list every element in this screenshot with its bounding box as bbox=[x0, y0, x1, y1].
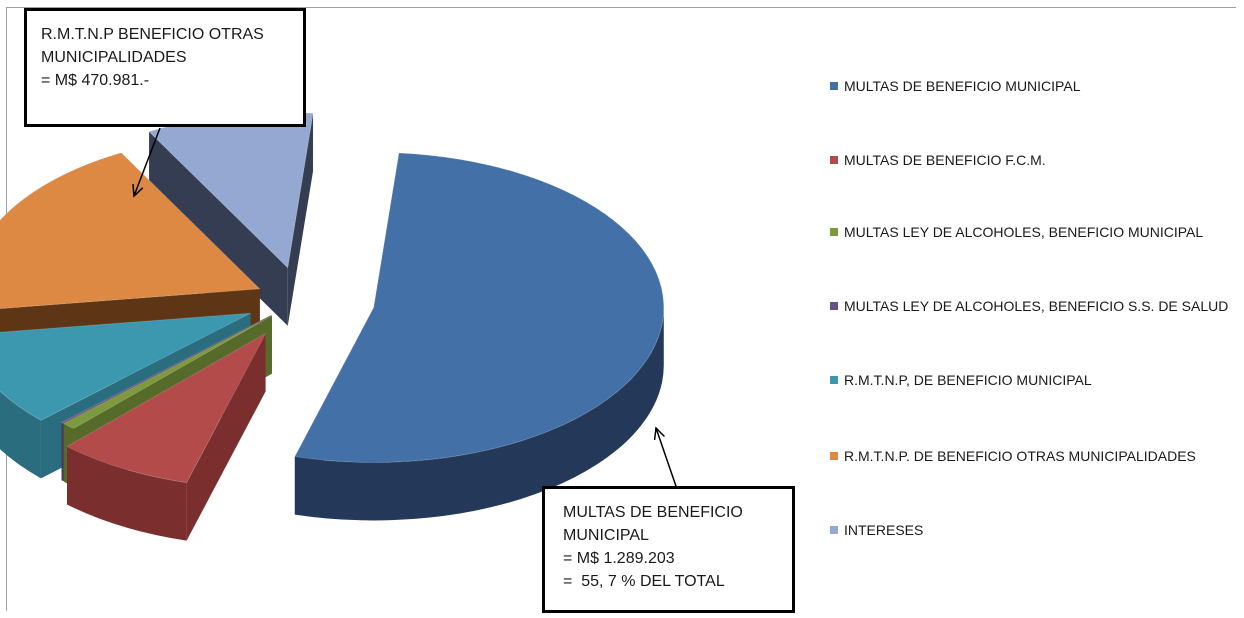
legend-swatch bbox=[830, 156, 838, 164]
legend-label: INTERESES bbox=[844, 522, 924, 538]
pie-slice-top bbox=[0, 312, 251, 421]
pie-slice-top bbox=[62, 315, 273, 430]
callout-top-line1: R.M.T.N.P BENEFICIO OTRAS bbox=[41, 26, 264, 43]
callout-top-arrow bbox=[132, 127, 161, 198]
legend-item-alcoholes-salud: MULTAS LEY DE ALCOHOLES, BENEFICIO S.S. … bbox=[830, 294, 1230, 318]
legend-swatch bbox=[830, 376, 838, 384]
legend-label: MULTAS DE BENEFICIO F.C.M. bbox=[844, 152, 1046, 168]
pie-slice-rim bbox=[0, 391, 41, 479]
pie-slice-top bbox=[0, 152, 261, 310]
pie-slice bbox=[65, 332, 267, 541]
callout-bottom-line2: MUNICIPAL bbox=[563, 527, 649, 544]
legend-item-intereses: INTERESES bbox=[830, 518, 1230, 542]
pie-slice-rim bbox=[61, 422, 63, 482]
pie-slice bbox=[294, 152, 665, 521]
callout-bottom-line1: MULTAS DE BENEFICIO bbox=[563, 504, 743, 521]
legend-label: MULTAS DE BENEFICIO MUNICIPAL bbox=[844, 78, 1081, 94]
legend-swatch bbox=[830, 452, 838, 460]
pie-slice-top bbox=[294, 152, 665, 463]
legend-label: MULTAS LEY DE ALCOHOLES, BENEFICIO S.S. … bbox=[844, 298, 1229, 314]
callout-bottom-line3: = M$ 1.289.203 bbox=[563, 550, 675, 567]
legend-label: R.M.T.N.P. DE BENEFICIO OTRAS MUNICIPALI… bbox=[844, 448, 1196, 464]
legend-label: MULTAS LEY DE ALCOHOLES, BENEFICIO MUNIC… bbox=[844, 224, 1204, 240]
callout-beneficio-municipal: MULTAS DE BENEFICIO MUNICIPAL = M$ 1.289… bbox=[542, 486, 795, 613]
callout-top-line2: MUNICIPALIDADES bbox=[41, 49, 187, 66]
legend-item-rmtnp-otras: R.M.T.N.P. DE BENEFICIO OTRAS MUNICIPALI… bbox=[830, 444, 1230, 468]
pie-slice-wall bbox=[149, 131, 288, 326]
pie-slice-rim bbox=[67, 446, 187, 541]
legend-item-multas-fcm: MULTAS DE BENEFICIO F.C.M. bbox=[830, 148, 1230, 172]
legend-swatch bbox=[830, 302, 838, 310]
legend-swatch bbox=[830, 526, 838, 534]
legend-swatch bbox=[830, 228, 838, 236]
legend-label: R.M.T.N.P, DE BENEFICIO MUNICIPAL bbox=[844, 372, 1092, 388]
callout-bottom-arrow bbox=[653, 426, 679, 493]
callout-bottom-line4: = 55, 7 % DEL TOTAL bbox=[563, 573, 725, 590]
legend-item-alcoholes-municipal: MULTAS LEY DE ALCOHOLES, BENEFICIO MUNIC… bbox=[830, 220, 1230, 244]
callout-otras-municipalidades: R.M.T.N.P BENEFICIO OTRAS MUNICIPALIDADE… bbox=[24, 8, 306, 127]
pie-slice-top bbox=[65, 332, 267, 484]
pie-slice bbox=[148, 112, 314, 326]
legend-item-multas-municipal: MULTAS DE BENEFICIO MUNICIPAL bbox=[830, 74, 1230, 98]
callout-top-line3: = M$ 470.981.- bbox=[41, 72, 150, 89]
legend-item-rmtnp-municipal: R.M.T.N.P, DE BENEFICIO MUNICIPAL bbox=[830, 368, 1230, 392]
pie-slice-wall bbox=[287, 113, 314, 326]
pie-slice-rim bbox=[294, 307, 664, 521]
legend-swatch bbox=[830, 82, 838, 90]
pie-slice-top bbox=[60, 314, 272, 424]
